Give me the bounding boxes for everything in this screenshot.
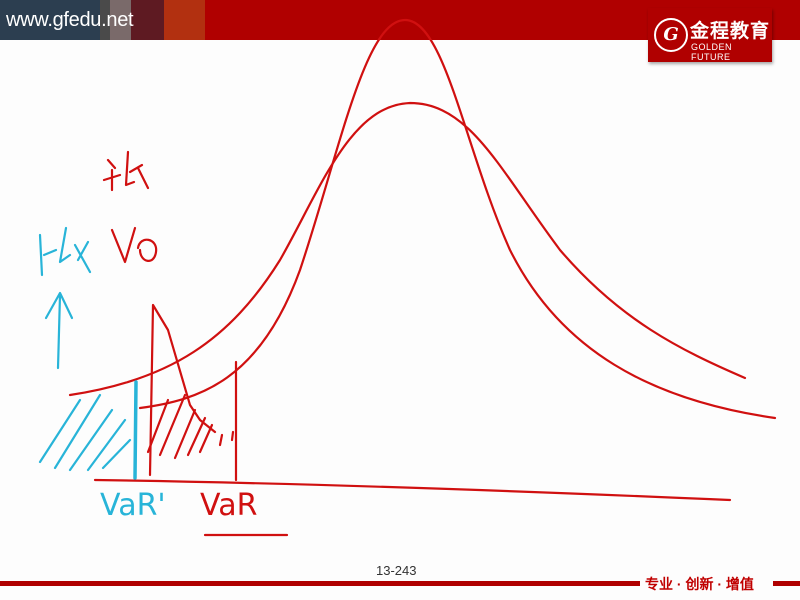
footer-line bbox=[773, 581, 800, 586]
logo: G 金程教育 GOLDEN FUTURE bbox=[648, 8, 772, 62]
hatch-lines-left bbox=[38, 393, 132, 472]
var-label: VaR bbox=[200, 488, 258, 523]
footer-slogan: 专业 · 创新 · 增值 bbox=[645, 576, 754, 592]
annotation-scribble-v0 bbox=[110, 226, 158, 264]
x-axis-line bbox=[93, 478, 732, 502]
tall-distribution-curve bbox=[138, 18, 777, 420]
footer-line bbox=[0, 581, 640, 586]
annotation-scribble-left bbox=[38, 226, 92, 277]
up-arrow-icon bbox=[44, 291, 74, 370]
header-band bbox=[110, 0, 131, 40]
logo-name-cn: 金程教育 bbox=[690, 21, 771, 42]
header-band bbox=[100, 0, 110, 40]
site-url: www.gfedu.net bbox=[6, 9, 134, 31]
wide-distribution-curve bbox=[68, 101, 747, 397]
var-prime-label: VaR' bbox=[100, 488, 166, 523]
var-prime-line bbox=[133, 380, 138, 480]
logo-name-en: GOLDEN FUTURE bbox=[691, 42, 733, 62]
header-band bbox=[0, 0, 100, 40]
logo-seal-icon: G bbox=[654, 18, 688, 52]
page-number: 13-243 bbox=[376, 563, 417, 578]
hatch-lines bbox=[146, 393, 235, 460]
header-band bbox=[131, 0, 164, 40]
annotation-scribble-top bbox=[102, 150, 150, 192]
header-band bbox=[164, 0, 205, 40]
